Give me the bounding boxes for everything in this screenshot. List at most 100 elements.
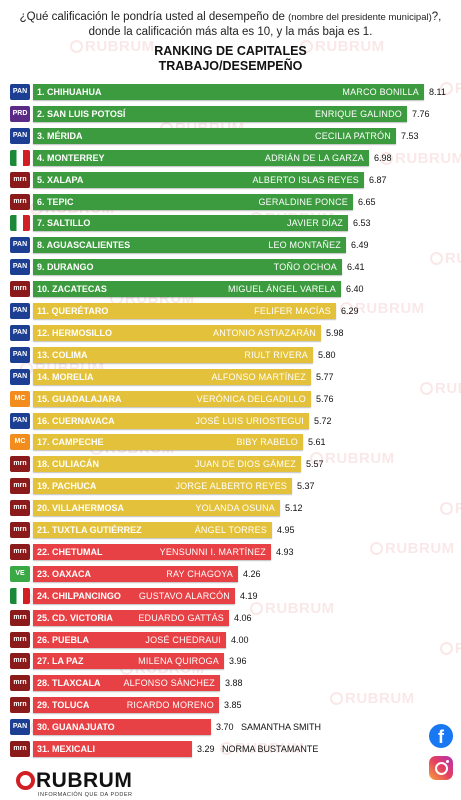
chart-bar: 26. PUEBLA JOSÉ CHEDRAUI [33,631,226,648]
bar-category-label: 18. CULIACÁN [37,459,100,470]
bar-mayor-label: ÁNGEL TORRES [194,525,267,535]
chart-subtitle: TRABAJO/DESEMPEÑO [158,59,303,73]
chart-row: mrn 28. TLAXCALA ALFONSO SÁNCHEZ 3.88 [10,675,461,692]
party-logo-icon: mrn [10,171,30,188]
bar-mayor-label: BIBY RABELO [236,437,298,448]
party-logo-icon: MC [10,434,30,451]
facebook-icon[interactable]: f [429,724,453,748]
question-text-a: ¿Qué calificación le pondría usted al de… [19,11,285,23]
party-logo-icon: mrn [10,653,30,670]
party-logo-icon: mrn [10,631,30,648]
party-logo-icon: PAN [10,412,30,429]
chart-bar: 11. QUERÉTARO FELIFER MACÍAS [33,303,336,319]
chart-row: PAN 1. CHIHUAHUA MARCO BONILLA 8.11 [10,84,461,100]
chart-bar: 24. CHILPANCINGO GUSTAVO ALARCÓN [33,587,235,604]
bar-mayor-label: JOSÉ CHEDRAUI [145,634,221,645]
chart-row: PAN 30. GUANAJUATO 3.70 SAMANTHA SMITH [10,719,461,736]
bar-mayor-label: NORMA BUSTAMANTE [222,744,319,754]
brand-block: RUBRUM INFORMACIÓN QUE DA PODER [16,770,133,798]
bar-value-label: 6.40 [346,284,364,295]
bar-category-label: 31. MEXICALI [37,744,96,754]
bar-value-label: 5.61 [308,437,326,448]
bar-value-label: 3.70 [216,722,234,733]
party-logo-icon [10,587,30,604]
bar-mayor-label: VERÓNICA DELGADILLO [196,393,306,404]
chart-row: mrn 18. CULIACÁN JUAN DE DIOS GÁMEZ 5.57 [10,456,461,473]
chart-bar: 14. MORELIA ALFONSO MARTÍNEZ [33,368,311,385]
bar-mayor-label: MIGUEL ÁNGEL VARELA [228,284,336,295]
chart-row: mrn 6. TEPIC GERALDINE PONCE 6.65 [10,193,461,210]
chart-bar: 16. CUERNAVACA JOSÉ LUIS URIOSTEGUI [33,412,309,429]
chart-row: mrn 21. TUXTLA GUTIÉRREZ ÁNGEL TORRES 4.95 [10,522,461,538]
bar-mayor-label: ALBERTO ISLAS REYES [252,174,359,185]
bar-value-label: 4.95 [277,525,295,535]
bar-mayor-label: JAVIER DÍAZ [286,218,343,229]
bar-category-label: 28. TLAXCALA [37,678,101,689]
chart-bar: 20. VILLAHERMOSA YOLANDA OSUNA [33,500,280,517]
chart-row: 7. SALTILLO JAVIER DÍAZ 6.53 [10,215,461,232]
bar-category-label: 1. CHIHUAHUA [37,87,102,97]
bar-value-label: 7.53 [401,130,419,141]
bar-mayor-label: RAY CHAGOYA [166,568,233,579]
bar-value-label: 3.96 [229,656,247,667]
party-logo-icon: MC [10,390,30,407]
party-logo-icon: mrn [10,522,30,538]
bar-value-label: 6.53 [353,218,371,229]
bar-mayor-label: YOLANDA OSUNA [195,503,275,514]
bar-category-label: 22. CHETUMAL [37,546,103,557]
bar-mayor-label: ALFONSO MARTÍNEZ [211,371,306,382]
question-text-b: ?, donde la calificación más alta es 10,… [88,11,442,38]
bar-value-label: 5.12 [285,503,303,514]
bar-category-label: 29. TOLUCA [37,700,90,711]
chart-row: mrn 27. LA PAZ MILENA QUIROGA 3.96 [10,653,461,670]
instagram-icon[interactable] [429,756,453,780]
chart-row: mrn 31. MEXICALI 3.29 NORMA BUSTAMANTE [10,741,461,757]
chart-row: mrn 25. CD. VICTORIA EDUARDO GATTÁS 4.06 [10,609,461,626]
bar-value-label: 5.37 [297,481,315,492]
bar-mayor-label: TOÑO OCHOA [273,262,337,273]
bar-mayor-label: JORGE ALBERTO REYES [175,481,287,492]
chart-row: PAN 14. MORELIA ALFONSO MARTÍNEZ 5.77 [10,368,461,385]
chart-bar: 19. PACHUCA JORGE ALBERTO REYES [33,478,292,495]
party-logo-icon: mrn [10,675,30,692]
party-logo-icon: PAN [10,259,30,276]
bar-mayor-label: YENSUNNI I. MARTÍNEZ [159,546,266,557]
bar-value-label: 5.76 [316,393,334,404]
bar-category-label: 24. CHILPANCINGO [37,590,121,601]
bar-mayor-label: SAMANTHA SMITH [241,722,322,733]
party-logo-icon: PAN [10,324,30,341]
bar-mayor-label: MARCO BONILLA [342,87,419,97]
chart-bar: 12. HERMOSILLO ANTONIO ASTIAZARÁN [33,324,321,341]
bar-mayor-label: EDUARDO GATTÁS [138,612,224,623]
bar-category-label: 14. MORELIA [37,371,94,382]
chart-bar: 5. XALAPA ALBERTO ISLAS REYES [33,171,364,188]
bar-value-label: 5.57 [306,459,324,470]
bar-mayor-label: MILENA QUIROGA [138,656,219,667]
party-logo-icon: PAN [10,346,30,363]
bar-mayor-label: JOSÉ LUIS URIOSTEGUI [195,415,304,426]
chart-bar: 27. LA PAZ MILENA QUIROGA [33,653,224,670]
bar-category-label: 21. TUXTLA GUTIÉRREZ [37,525,142,535]
chart-bar: 8. AGUASCALIENTES LEO MONTAÑEZ [33,237,346,254]
bar-mayor-label: LEO MONTAÑEZ [268,240,341,251]
chart-row: mrn 22. CHETUMAL YENSUNNI I. MARTÍNEZ 4.93 [10,543,461,560]
chart-row: mrn 10. ZACATECAS MIGUEL ÁNGEL VARELA 6.40 [10,281,461,298]
bar-mayor-label: ALFONSO SÁNCHEZ [123,678,215,689]
bar-category-label: 3. MÉRIDA [37,130,83,141]
party-logo-icon: mrn [10,456,30,473]
chart-bar: 30. GUANAJUATO [33,719,211,736]
bar-category-label: 16. CUERNAVACA [37,415,115,426]
chart-bar: 29. TOLUCA RICARDO MORENO [33,697,219,714]
bar-value-label: 6.87 [369,174,387,185]
chart-row: mrn 19. PACHUCA JORGE ALBERTO REYES 5.37 [10,478,461,495]
bar-category-label: 13. COLIMA [37,349,88,360]
chart-bar: 31. MEXICALI [33,741,192,757]
bar-category-label: 27. LA PAZ [37,656,84,667]
bar-mayor-label: ANTONIO ASTIAZARÁN [213,327,316,338]
chart-row: mrn 20. VILLAHERMOSA YOLANDA OSUNA 5.12 [10,500,461,517]
bar-value-label: 3.88 [225,678,243,689]
party-logo-icon: PAN [10,237,30,254]
chart-row: PAN 16. CUERNAVACA JOSÉ LUIS URIOSTEGUI 5.7… [10,412,461,429]
party-logo-icon [10,149,30,166]
